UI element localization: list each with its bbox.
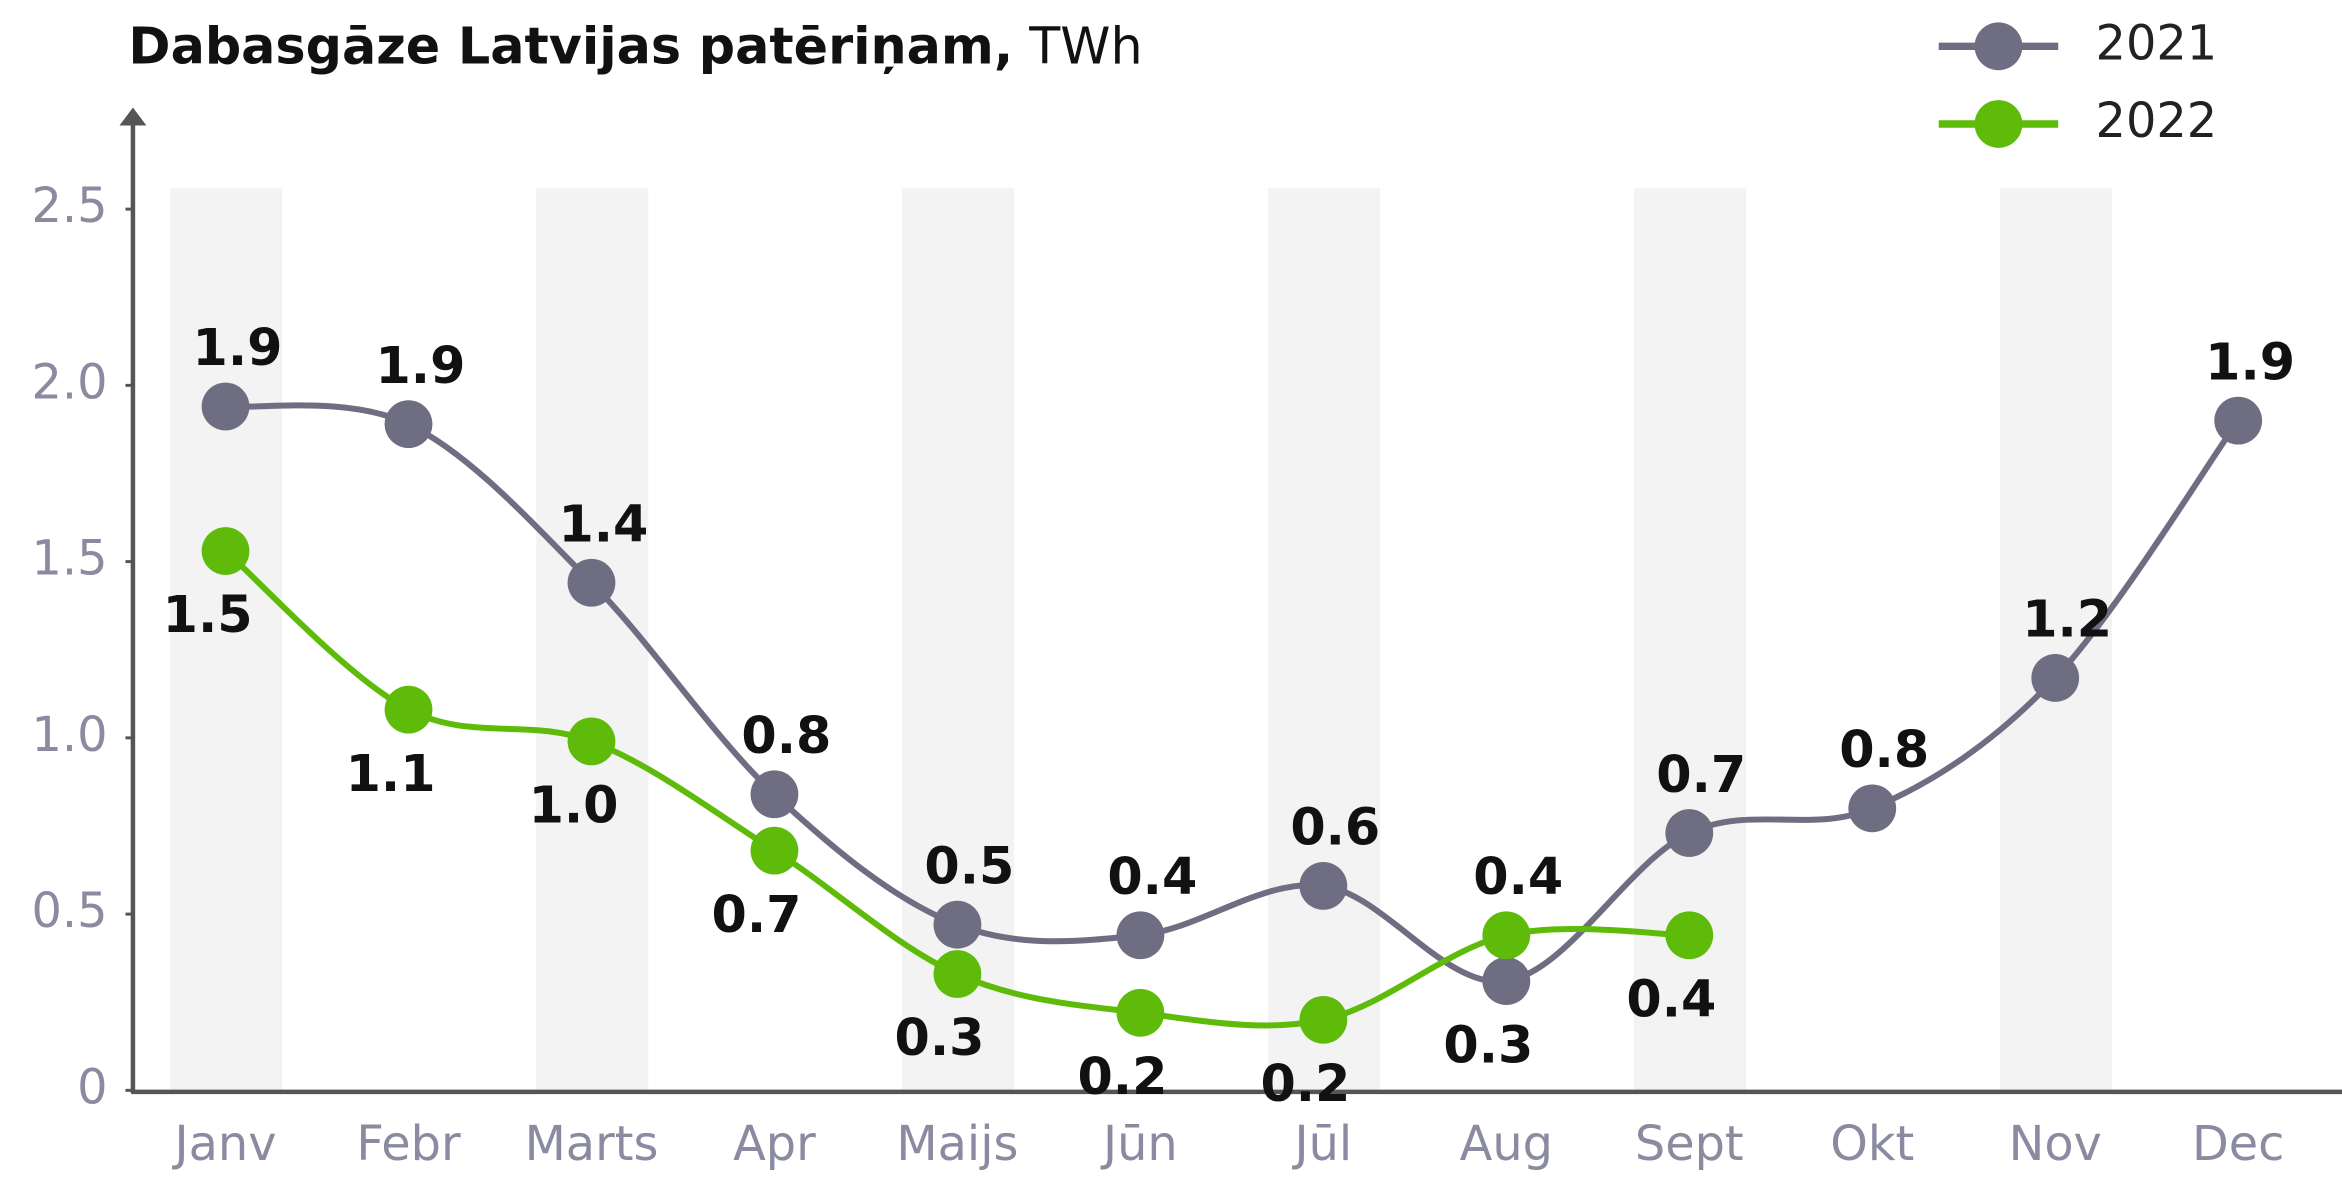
y-axis-arrow <box>119 107 147 126</box>
value-label: 0.2 <box>1260 1054 1350 1113</box>
y-tick-label: 2.5 <box>32 179 108 234</box>
value-label: 0.7 <box>1656 745 1746 804</box>
value-label: 1.9 <box>375 336 465 395</box>
point <box>567 558 616 607</box>
point <box>1482 957 1531 1005</box>
value-label: 1.9 <box>193 318 283 377</box>
value-label: 0.6 <box>1290 798 1380 857</box>
x-tick-label: Febr <box>356 1117 461 1172</box>
point <box>2031 654 2080 702</box>
value-label: 1.9 <box>2205 332 2295 391</box>
stripe <box>536 188 649 1091</box>
y-tick-label: 1.5 <box>32 532 108 587</box>
point <box>1848 784 1897 833</box>
x-tick-label: Maijs <box>896 1117 1018 1172</box>
y-tick-label: 0.5 <box>32 884 108 939</box>
legend-label: 2021 <box>2096 16 2218 71</box>
value-label: 1.1 <box>346 744 436 803</box>
title: Dabasgāze Latvijas patēriņam, <box>128 16 1013 75</box>
point <box>384 400 433 449</box>
legend-marker <box>1974 22 2023 71</box>
stripe <box>1999 188 2112 1091</box>
point <box>567 717 616 766</box>
series-line <box>225 402 2241 985</box>
point <box>933 950 982 998</box>
value-label: 0.7 <box>712 885 802 944</box>
y-tick-label: 1.0 <box>32 708 108 763</box>
value-label: 0.3 <box>1443 1015 1533 1074</box>
point <box>750 826 799 875</box>
point <box>750 770 799 819</box>
legend-marker <box>1974 100 2023 148</box>
point <box>384 685 433 734</box>
x-tick-label: Janv <box>172 1117 277 1172</box>
x-tick-label: Jūl <box>1292 1117 1353 1172</box>
x-tick-label: Marts <box>525 1117 659 1172</box>
value-label: 1.4 <box>558 494 648 553</box>
value-label: 0.8 <box>741 706 831 765</box>
x-tick-label: Dec <box>2192 1117 2284 1172</box>
legend-label: 2022 <box>2096 94 2218 149</box>
stripe <box>1268 188 1381 1091</box>
stripe <box>170 188 283 1091</box>
point <box>1665 809 1714 857</box>
value-label: 1.5 <box>163 585 253 644</box>
value-label: 0.8 <box>1839 720 1929 779</box>
unit: TWh <box>1028 16 1142 75</box>
value-label: 0.4 <box>1107 847 1197 906</box>
x-tick-label: Apr <box>733 1117 816 1172</box>
point <box>1116 988 1165 1037</box>
y-tick-label: 0 <box>77 1060 107 1115</box>
x-tick-label: Sept <box>1635 1117 1744 1172</box>
point <box>2214 396 2263 445</box>
value-label: 0.5 <box>924 836 1014 895</box>
y-tick-label: 2.0 <box>32 355 108 410</box>
value-label: 1.0 <box>529 776 619 835</box>
point <box>1665 911 1714 960</box>
x-tick-label: Okt <box>1830 1117 1914 1172</box>
point <box>1116 911 1165 960</box>
point <box>201 527 250 575</box>
value-label: 0.4 <box>1473 847 1563 906</box>
value-label: 0.3 <box>895 1008 985 1067</box>
value-label: 1.2 <box>2022 590 2112 649</box>
value-label: 0.2 <box>1077 1047 1167 1106</box>
point <box>933 900 982 949</box>
point <box>1299 995 1348 1044</box>
value-label: 0.4 <box>1626 969 1716 1028</box>
x-tick-label: Aug <box>1460 1117 1553 1172</box>
point <box>1482 911 1531 960</box>
point <box>1299 862 1348 910</box>
point <box>201 382 250 431</box>
x-tick-label: Nov <box>2009 1117 2102 1172</box>
chart-title: Dabasgāze Latvijas patēriņam, TWh <box>128 16 1142 75</box>
x-tick-label: Jūn <box>1100 1117 1178 1172</box>
